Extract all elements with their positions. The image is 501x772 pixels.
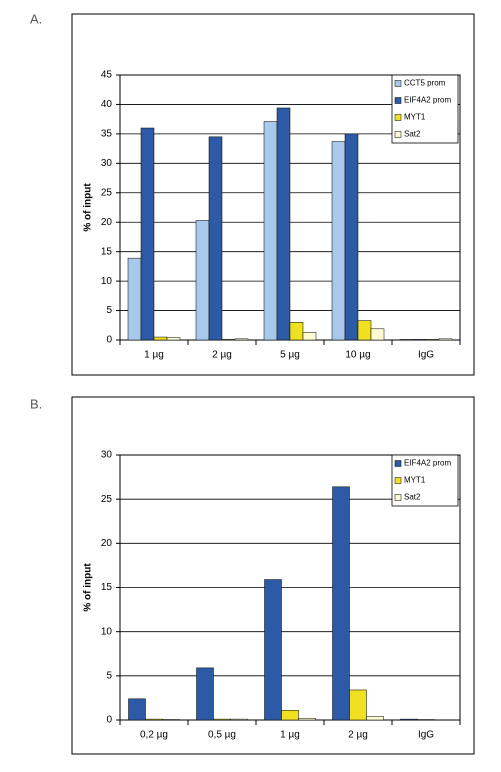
bar (263, 121, 278, 341)
legend-swatch (394, 460, 402, 467)
bar (140, 127, 155, 341)
x-tick-label: 1 µg (280, 730, 300, 741)
chart-frame (71, 396, 475, 755)
bar (366, 716, 384, 721)
legend-label: EIF4A2 prom (404, 96, 451, 105)
bar (344, 133, 359, 341)
bar (221, 339, 236, 341)
y-tick-label: 30 (101, 450, 113, 461)
bar (127, 257, 142, 341)
x-tick-label: 0,2 µg (140, 730, 168, 741)
y-tick-label: 10 (101, 626, 113, 637)
y-tick-label: 40 (101, 99, 113, 110)
bar (196, 667, 214, 721)
legend-swatch (394, 80, 402, 87)
y-tick-label: 45 (101, 70, 113, 81)
y-tick-label: 25 (101, 494, 113, 505)
legend-label: MYT1 (404, 113, 426, 122)
bar (230, 718, 248, 721)
panel-label: A. (30, 11, 42, 26)
legend-swatch (394, 477, 402, 484)
y-tick-label: 5 (106, 305, 112, 316)
bar (399, 339, 414, 341)
legend-label: EIF4A2 prom (404, 459, 451, 468)
y-tick-label: 0 (106, 335, 112, 346)
bar (400, 718, 418, 721)
bar (298, 717, 316, 721)
y-axis-label: % of input (83, 183, 94, 232)
legend-label: CCT5 prom (404, 79, 446, 88)
y-tick-label: 15 (101, 246, 113, 257)
x-tick-label: 2 µg (348, 730, 368, 741)
bar (153, 336, 168, 341)
legend-label: Sat2 (404, 130, 421, 139)
bar (331, 141, 346, 341)
legend-swatch (394, 114, 402, 121)
x-tick-label: IgG (418, 730, 434, 741)
bar (208, 136, 223, 341)
bar (264, 579, 282, 721)
legend-swatch (394, 494, 402, 501)
panel-label: B. (30, 396, 42, 411)
bar (281, 710, 299, 721)
bar (425, 339, 440, 341)
legend-label: MYT1 (404, 476, 426, 485)
bar (195, 220, 210, 341)
y-tick-label: 15 (101, 582, 113, 593)
chart-frame (71, 13, 475, 376)
y-tick-label: 5 (106, 670, 112, 681)
y-tick-label: 20 (101, 538, 113, 549)
legend-swatch (394, 131, 402, 138)
x-tick-label: 0,5 µg (208, 730, 236, 741)
x-tick-label: 5 µg (280, 350, 300, 361)
bar (145, 718, 163, 721)
y-axis-label: % of input (83, 563, 94, 612)
bar (438, 338, 453, 341)
bar (213, 718, 231, 721)
y-tick-label: 20 (101, 217, 113, 228)
bar (128, 698, 146, 721)
y-tick-label: 25 (101, 187, 113, 198)
legend-box (391, 74, 459, 144)
bar (276, 107, 291, 341)
x-tick-label: IgG (418, 350, 434, 361)
bar (357, 320, 372, 341)
x-tick-label: 1 µg (144, 350, 164, 361)
bar (234, 338, 249, 341)
bar (166, 337, 181, 341)
bar (332, 486, 350, 721)
legend-box (391, 454, 459, 507)
legend-swatch (394, 97, 402, 104)
bar (412, 339, 427, 341)
x-tick-label: 2 µg (212, 350, 232, 361)
y-tick-label: 0 (106, 715, 112, 726)
bar (302, 332, 317, 341)
x-tick-label: 10 µg (345, 350, 370, 361)
y-tick-label: 10 (101, 276, 113, 287)
bar (289, 322, 304, 341)
y-tick-label: 30 (101, 158, 113, 169)
y-tick-label: 35 (101, 129, 113, 140)
bar (370, 328, 385, 341)
legend-label: Sat2 (404, 493, 421, 502)
bar (349, 689, 367, 721)
